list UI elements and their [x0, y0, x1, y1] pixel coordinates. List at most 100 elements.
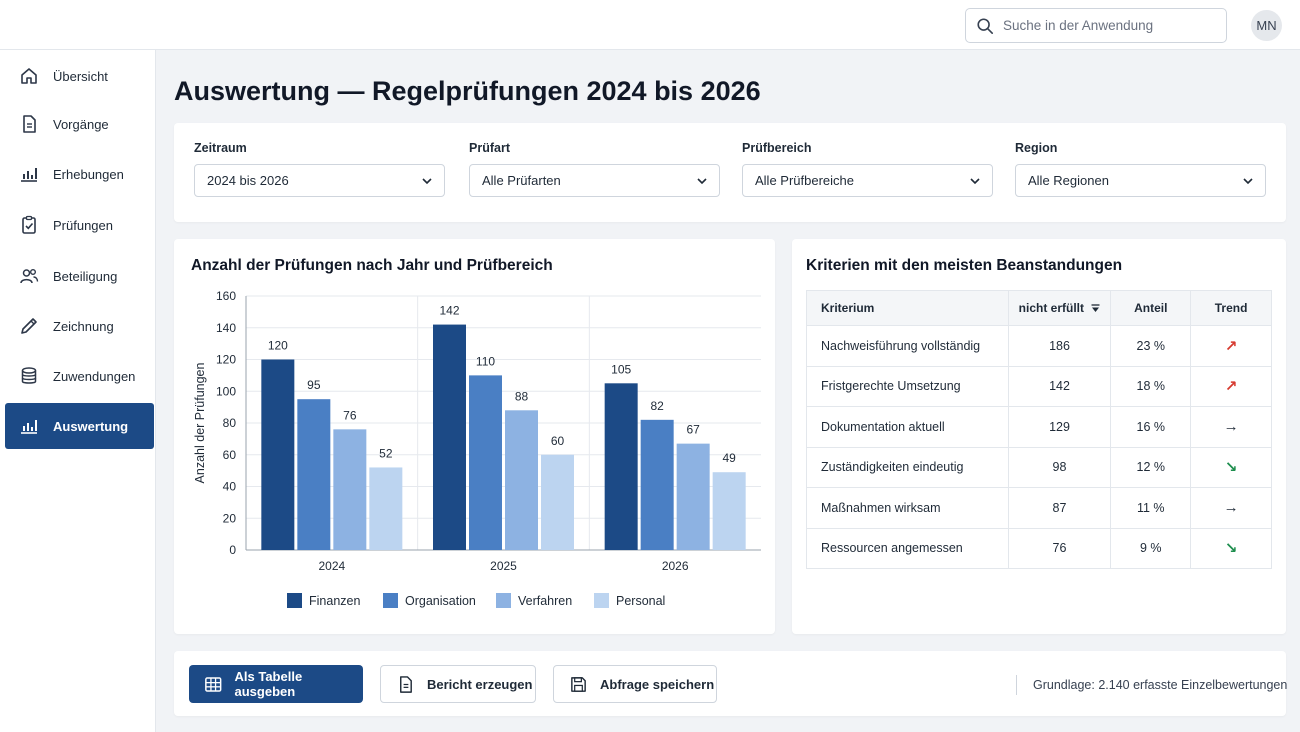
y-tick-label: 20	[223, 511, 237, 525]
filter-label-pruefart: Prüfart	[469, 141, 510, 155]
criterion-cell: Nachweisführung vollständig	[806, 325, 1009, 367]
table-row[interactable]: Maßnahmen wirksam 87 11 % →	[806, 487, 1272, 529]
y-axis-label: Anzahl der Prüfungen	[193, 362, 207, 483]
document-icon	[400, 675, 412, 693]
sort-desc-icon	[1091, 304, 1100, 313]
count-cell: 129	[1007, 406, 1112, 448]
x-tick-label: 2024	[318, 559, 345, 573]
table-row[interactable]: Nachweisführung vollständig 186 23 % ↗	[806, 325, 1272, 367]
data-label: 49	[722, 451, 736, 465]
export-table-label: Als Tabelle ausgeben	[234, 669, 303, 699]
data-label: 60	[551, 434, 565, 448]
share-cell: 11 %	[1110, 487, 1192, 529]
sidebar-item-label: Zeichnung	[53, 318, 114, 334]
save-query-button[interactable]: Abfrage speichern	[553, 665, 717, 703]
filter-label-region: Region	[1015, 141, 1058, 155]
y-tick-label: 120	[216, 353, 236, 367]
region-select[interactable]: Alle Regionen	[1015, 164, 1266, 197]
x-tick-label: 2025	[490, 559, 517, 573]
sidebar-item-label: Vorgänge	[53, 116, 109, 132]
bar	[433, 324, 466, 550]
search-input[interactable]: Suche in der Anwendung	[965, 8, 1227, 43]
zeitraum-value: 2024 bis 2026	[207, 173, 289, 188]
filter-panel: Zeitraum 2024 bis 2026 Prüfart Alle Prüf…	[174, 123, 1286, 222]
share-cell: 23 %	[1110, 325, 1192, 367]
sidebar-item-label: Zuwendungen	[53, 368, 136, 384]
pruefart-select[interactable]: Alle Prüfarten	[469, 164, 720, 197]
chevron-down-icon	[422, 178, 432, 185]
bar	[640, 419, 674, 550]
criterion-cell: Dokumentation aktuell	[806, 406, 1009, 448]
share-cell: 18 %	[1110, 365, 1192, 407]
sidebar-item-label: Erhebungen	[53, 166, 124, 182]
chart-title: Anzahl der Prüfungen nach Jahr und Prüfb…	[191, 257, 553, 274]
y-tick-label: 100	[216, 384, 236, 398]
sidebar-item-vorgaenge[interactable]: Vorgänge	[5, 101, 154, 147]
sidebar-item-zeichnung[interactable]: Zeichnung	[5, 303, 154, 349]
pruefbereich-value: Alle Prüfbereiche	[755, 173, 854, 188]
chevron-down-icon	[697, 178, 707, 185]
zeitraum-select[interactable]: 2024 bis 2026	[194, 164, 445, 197]
bar	[369, 467, 403, 550]
bar	[712, 472, 746, 550]
data-label: 76	[343, 408, 357, 422]
x-tick-label: 2026	[662, 559, 689, 573]
share-cell: 12 %	[1110, 446, 1192, 488]
count-cell: 186	[1007, 325, 1112, 367]
sidebar: Übersicht Vorgänge Erhebungen Prüfungen …	[0, 50, 156, 732]
bar-chart-icon	[21, 168, 37, 182]
sidebar-item-label: Auswertung	[53, 418, 129, 434]
criterion-cell: Zuständigkeiten eindeutig	[806, 446, 1009, 488]
legend-swatch	[287, 593, 302, 608]
pencil-icon	[21, 318, 37, 334]
sidebar-item-uebersicht[interactable]: Übersicht	[5, 53, 154, 99]
y-tick-label: 140	[216, 321, 236, 335]
trend-down-icon: ↘	[1224, 540, 1238, 558]
table-icon	[205, 676, 222, 692]
sidebar-item-label: Beteiligung	[53, 268, 118, 284]
table-row[interactable]: Dokumentation aktuell 129 16 % →	[806, 406, 1272, 448]
chevron-down-icon	[970, 178, 980, 185]
table-header-row: Kriterium nicht erfüllt Anteil Trend	[806, 290, 1272, 326]
clipboard-check-icon	[22, 215, 36, 234]
create-report-button[interactable]: Bericht erzeugen	[380, 665, 536, 703]
column-header-share[interactable]: Anteil	[1110, 290, 1192, 326]
column-header-count-label: nicht erfüllt	[1018, 301, 1084, 315]
count-cell: 98	[1007, 446, 1112, 488]
search-placeholder: Suche in der Anwendung	[1003, 18, 1154, 33]
table-row[interactable]: Ressourcen angemessen 76 9 % ↘	[806, 527, 1272, 569]
trend-down-icon: ↘	[1224, 459, 1238, 477]
data-label: 110	[476, 354, 495, 368]
sidebar-item-erhebungen[interactable]: Erhebungen	[5, 151, 154, 197]
pruefbereich-select[interactable]: Alle Prüfbereiche	[742, 164, 993, 197]
sidebar-item-pruefungen[interactable]: Prüfungen	[5, 202, 154, 248]
criteria-title: Kriterien mit den meisten Beanstandungen	[806, 257, 1123, 274]
table-row[interactable]: Fristgerechte Umsetzung 142 18 % ↗	[806, 365, 1272, 407]
criterion-cell: Fristgerechte Umsetzung	[806, 365, 1009, 407]
share-cell: 16 %	[1110, 406, 1192, 448]
table-row[interactable]: Zuständigkeiten eindeutig 98 12 % ↘	[806, 446, 1272, 488]
share-cell: 9 %	[1110, 527, 1192, 569]
column-header-count[interactable]: nicht erfüllt	[1007, 290, 1112, 326]
bar	[541, 454, 574, 550]
sidebar-item-beteiligung[interactable]: Beteiligung	[5, 253, 154, 299]
filter-label-zeitraum: Zeitraum	[194, 141, 247, 155]
page-title: Auswertung — Regelprüfungen 2024 bis 202…	[174, 76, 761, 106]
export-table-button[interactable]: Als Tabelle ausgeben	[189, 665, 363, 703]
bar-chart: 0 20 40 60 80 100 120 140 160 Anzahl der Prüfunge…	[193, 289, 761, 608]
sidebar-item-zuwendungen[interactable]: Zuwendungen	[5, 353, 154, 399]
data-label: 142	[439, 304, 459, 318]
column-header-criterion[interactable]: Kriterium	[806, 290, 1009, 326]
criterion-cell: Maßnahmen wirksam	[806, 487, 1009, 529]
bar	[676, 443, 710, 550]
count-cell: 142	[1007, 365, 1112, 407]
avatar[interactable]: MN	[1251, 10, 1282, 41]
column-header-trend[interactable]: Trend	[1190, 290, 1272, 326]
database-icon	[21, 367, 37, 384]
trend-flat-icon: →	[1223, 499, 1239, 517]
search-icon	[977, 17, 994, 34]
legend-label: Verfahren	[518, 594, 572, 608]
sidebar-item-auswertung[interactable]: Auswertung	[5, 403, 154, 449]
filter-label-pruefbereich: Prüfbereich	[742, 141, 812, 155]
count-cell: 87	[1007, 487, 1112, 529]
